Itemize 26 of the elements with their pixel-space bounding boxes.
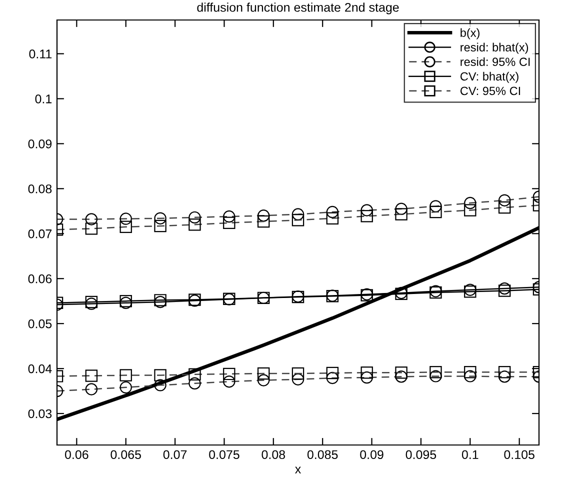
chart-title: diffusion function estimate 2nd stage — [197, 2, 399, 14]
x-tick-label: 0.085 — [307, 450, 338, 460]
y-tick-label: 0.04 — [28, 364, 52, 374]
y-tick-label: 0.1 — [35, 94, 52, 104]
x-tick-label: 0.075 — [209, 450, 240, 460]
legend-label: resid: bhat(x) — [460, 42, 528, 54]
legend-label: b(x) — [460, 28, 480, 40]
y-tick-label: 0.06 — [28, 274, 52, 284]
y-tick-label: 0.08 — [28, 184, 52, 194]
y-tick-label: 0.05 — [28, 319, 52, 328]
x-tick-label: 0.095 — [406, 450, 436, 460]
x-tick-label: 0.065 — [110, 450, 141, 460]
y-tick-label: 0.07 — [28, 229, 52, 238]
legend-label: resid: 95% CI — [460, 57, 530, 66]
y-tick-label: 0.03 — [28, 409, 52, 418]
x-axis-title: x — [295, 466, 301, 474]
legend-label: CV: bhat(x) — [460, 72, 518, 83]
x-tick-label: 0.07 — [163, 450, 187, 460]
x-tick-label: 0.06 — [65, 450, 88, 460]
y-tick-label: 0.09 — [28, 139, 52, 148]
x-tick-label: 0.08 — [262, 450, 286, 460]
x-tick-label: 0.09 — [360, 450, 384, 460]
legend-label: CV: 95% CI — [460, 86, 520, 96]
x-tick-label: 0.1 — [462, 450, 478, 460]
y-tick-label: 0.11 — [29, 50, 52, 58]
x-tick-label: 0.105 — [504, 450, 534, 460]
